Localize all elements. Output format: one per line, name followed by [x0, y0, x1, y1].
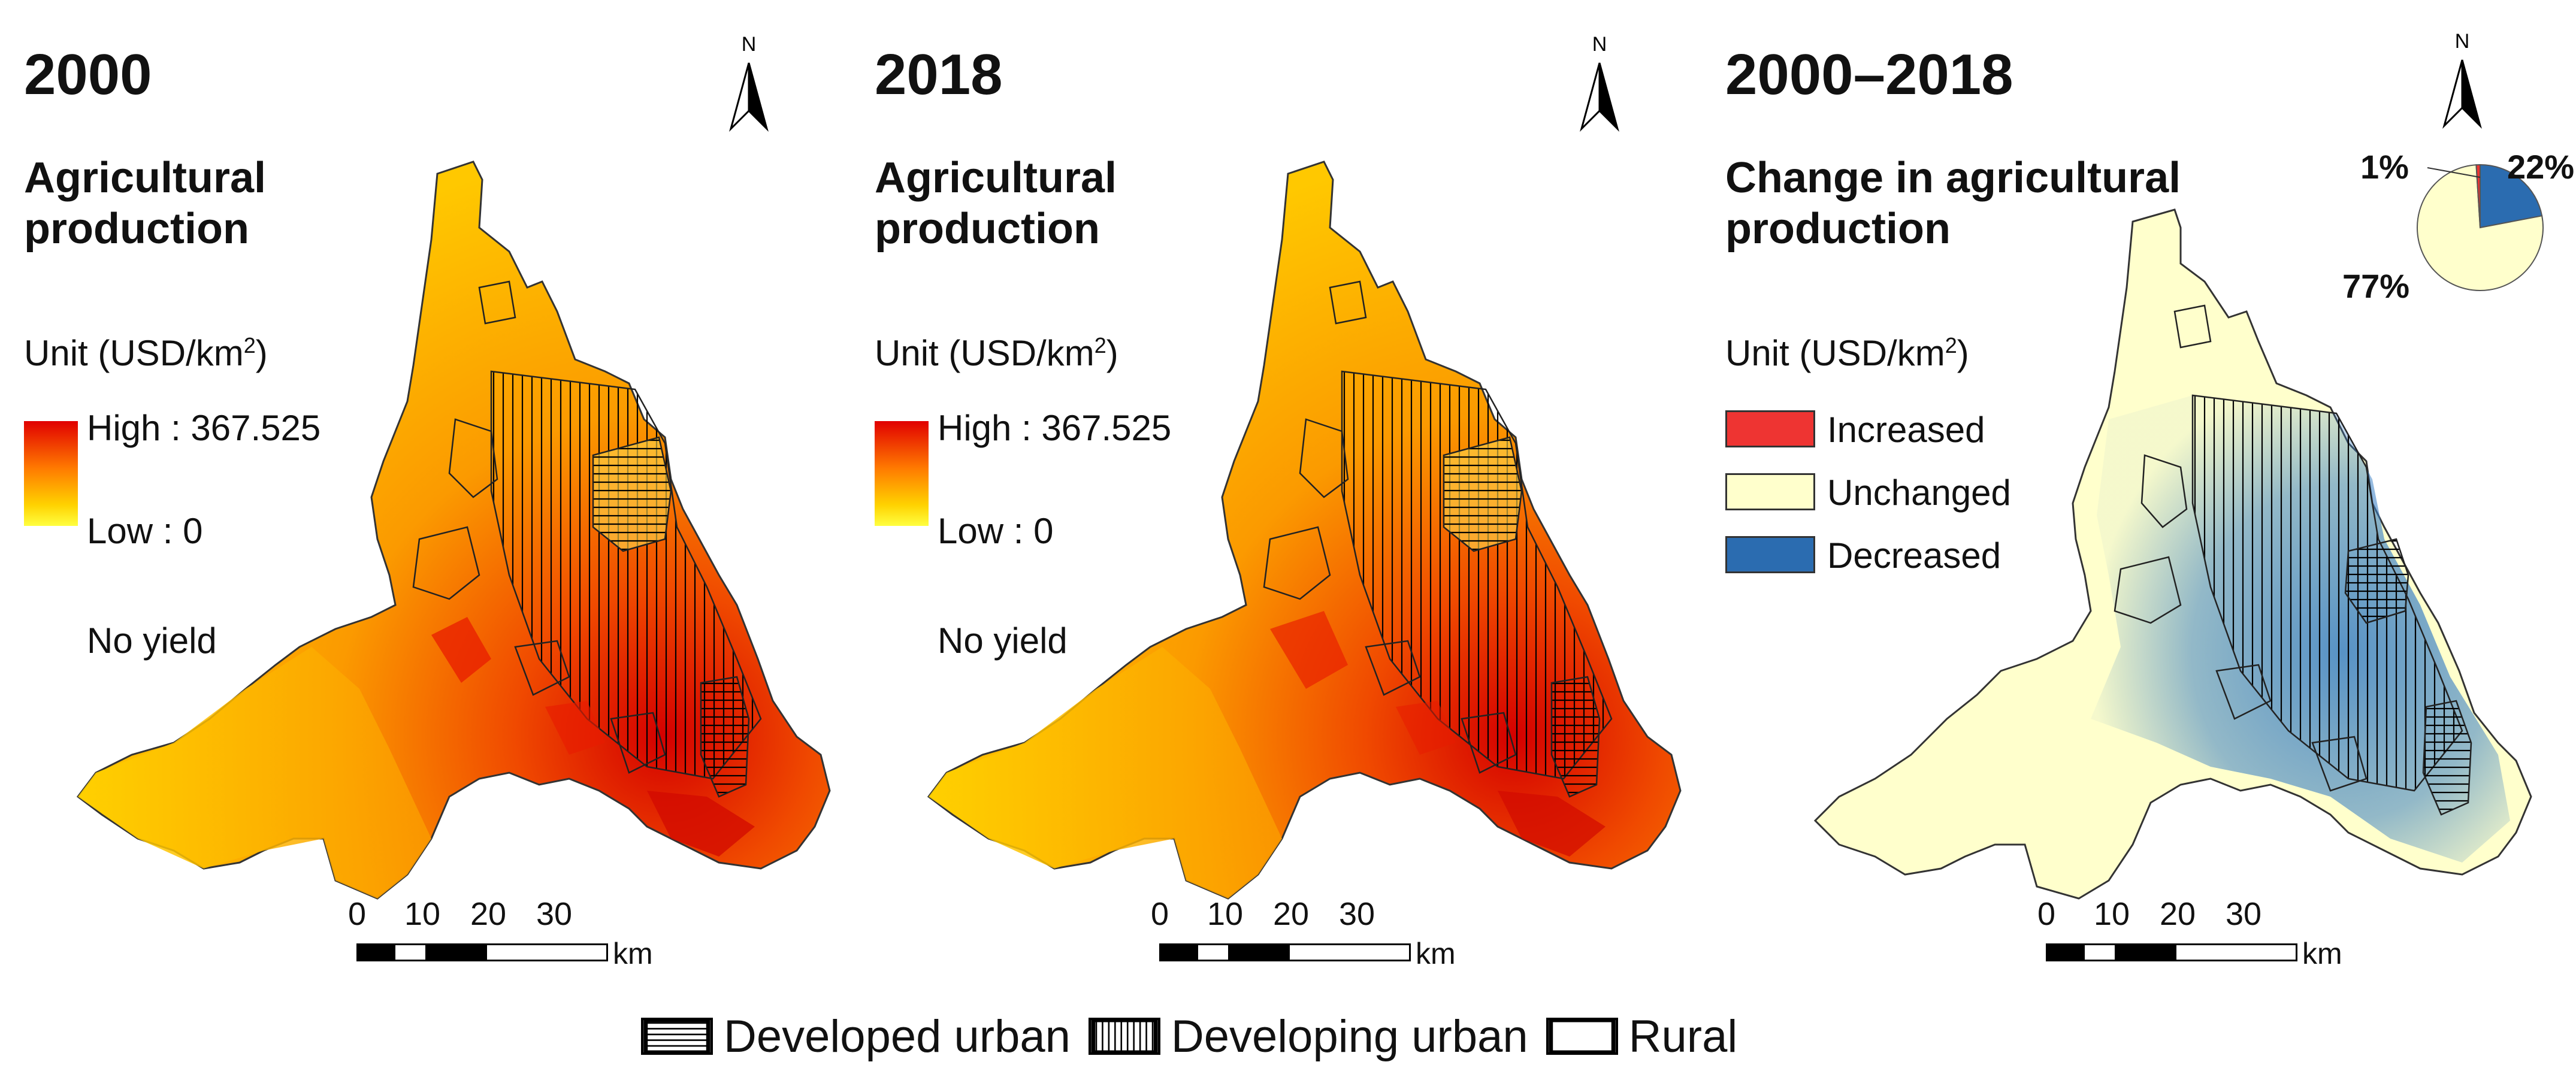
blank-swatch [1546, 1018, 1618, 1055]
legend-title: Agricultural production [24, 154, 267, 253]
legend-swatch-unchanged [1725, 473, 1815, 510]
change-map [1813, 208, 2532, 900]
legend-swatch-increased [1725, 410, 1815, 447]
pie-label-decreased: 22% [2507, 148, 2575, 186]
unit-label: Unit (USD/km2) [875, 333, 1118, 373]
legend-developing-urban: Developing urban [1088, 1011, 1546, 1063]
legend-label: Unchanged [1827, 473, 2011, 513]
legend-swatch-decreased [1725, 536, 1815, 573]
legend-developed-urban: Developed urban [641, 1011, 1089, 1063]
color-ramp [875, 421, 929, 526]
north-label: N [1592, 33, 1607, 56]
north-arrow-icon: N [729, 33, 769, 132]
pie-label-increased: 1% [2360, 148, 2409, 186]
horizontal-hatch-swatch [641, 1018, 713, 1055]
legend-label: Decreased [1827, 536, 2001, 576]
panel-change: 2000–2018 Change in agricultural product… [1701, 0, 2576, 970]
high-label: High : 367.525 [938, 408, 1172, 448]
pie-slice-unchanged [2417, 164, 2544, 291]
panel-2018: 2018 Agricultural production Unit (USD/k… [851, 0, 1701, 970]
vertical-hatch-swatch [1088, 1018, 1160, 1055]
unit-label: Unit (USD/km2) [1725, 333, 1969, 373]
panel-year: 2000–2018 [1725, 43, 2013, 107]
legend-title: Agricultural production [875, 154, 1117, 253]
color-ramp [24, 421, 78, 526]
no-yield-label: No yield [87, 621, 217, 661]
legend-label: Increased [1827, 410, 1985, 450]
production-map-2018 [927, 161, 1682, 900]
pie-slice-decreased [2480, 164, 2543, 229]
unit-label: Unit (USD/km2) [24, 333, 268, 373]
pie-slice-increased [2475, 164, 2481, 228]
zone-legend: Developed urban Developing urban Rural [641, 1006, 1755, 1066]
production-map-2000 [76, 161, 831, 900]
pie-leader-line [2427, 167, 2481, 178]
scale-bar: 0 10 20 30 km [2037, 896, 2342, 970]
low-label: Low : 0 [938, 511, 1054, 551]
scale-bar: 0 10 20 30 km [348, 896, 653, 970]
pie-slices [2417, 164, 2544, 291]
region-shape [927, 161, 1682, 900]
low-label: Low : 0 [87, 511, 203, 551]
high-label: High : 367.525 [87, 408, 321, 448]
north-label: N [2455, 30, 2470, 53]
north-label: N [742, 33, 757, 56]
region-shape [1813, 208, 2532, 900]
north-arrow-icon: N [2442, 30, 2482, 129]
panel-2000: 2000 Agricultural production Unit (USD/k… [0, 0, 851, 970]
north-arrow-icon: N [1580, 33, 1619, 132]
panel-year: 2018 [875, 43, 1003, 107]
legend-rural: Rural [1546, 1011, 1756, 1063]
no-yield-label: No yield [938, 621, 1068, 661]
panel-year: 2000 [24, 43, 152, 107]
pie-label-unchanged: 77% [2342, 267, 2410, 305]
legend-title: Change in agricultural production [1725, 154, 2181, 253]
change-pie-chart: 1% 22% 77% [2342, 138, 2576, 317]
region-shape [76, 161, 831, 900]
scale-bar: 0 10 20 30 km [1151, 896, 1456, 970]
